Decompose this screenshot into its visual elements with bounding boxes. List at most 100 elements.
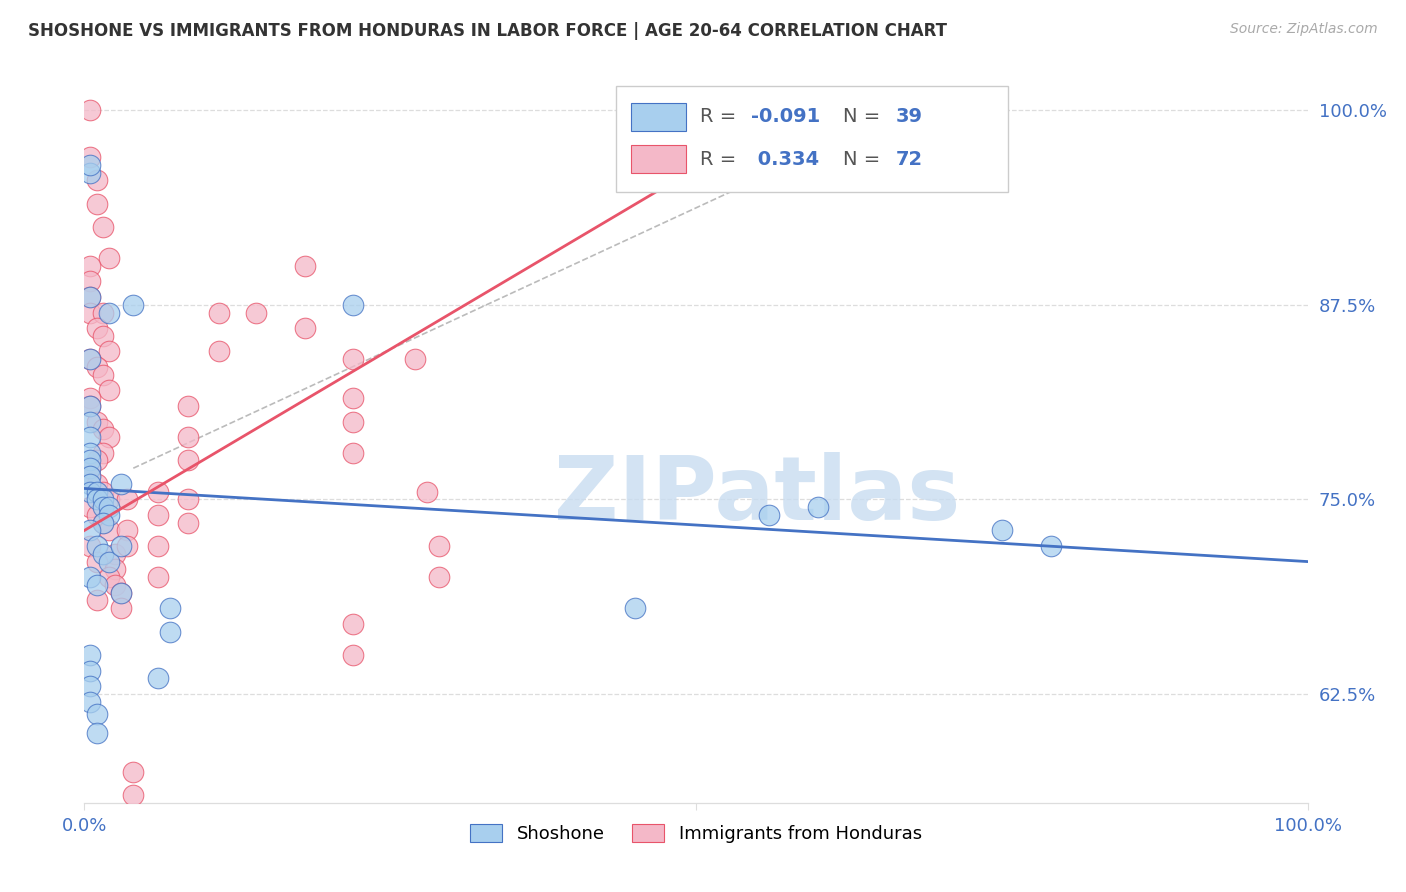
Text: -0.091: -0.091 xyxy=(751,107,820,126)
Point xyxy=(146,570,169,584)
Point xyxy=(342,415,364,429)
Point xyxy=(159,601,181,615)
Point xyxy=(342,298,364,312)
Point xyxy=(427,539,450,553)
Point xyxy=(146,508,169,522)
Point xyxy=(177,430,200,444)
Point xyxy=(342,648,364,662)
Point xyxy=(79,539,101,553)
Point xyxy=(79,415,101,429)
Point xyxy=(79,150,101,164)
Text: Source: ZipAtlas.com: Source: ZipAtlas.com xyxy=(1230,22,1378,37)
Text: 0.334: 0.334 xyxy=(751,150,820,169)
Point xyxy=(79,430,101,444)
Point xyxy=(91,445,114,459)
Point xyxy=(97,344,120,359)
Point xyxy=(115,492,138,507)
Point xyxy=(97,430,120,444)
Point xyxy=(86,725,108,739)
Point xyxy=(115,539,138,553)
Point xyxy=(177,453,200,467)
Point xyxy=(86,539,108,553)
Point xyxy=(97,251,120,265)
Point xyxy=(110,539,132,553)
Text: 72: 72 xyxy=(896,150,922,169)
Point xyxy=(79,570,101,584)
Point xyxy=(79,484,101,499)
Point xyxy=(79,453,101,467)
Point xyxy=(79,469,101,483)
Point xyxy=(79,399,101,413)
Point xyxy=(79,469,101,483)
Point xyxy=(86,415,108,429)
Point xyxy=(79,695,101,709)
Point xyxy=(91,484,114,499)
Point xyxy=(97,384,120,398)
Text: ZIPatlas: ZIPatlas xyxy=(554,452,960,539)
Point xyxy=(79,445,101,459)
Point xyxy=(404,352,426,367)
Point xyxy=(991,524,1014,538)
Point xyxy=(91,305,114,319)
Point xyxy=(146,671,169,685)
FancyBboxPatch shape xyxy=(631,145,686,173)
Point xyxy=(86,173,108,187)
Point xyxy=(86,578,108,592)
Point xyxy=(79,103,101,118)
Point xyxy=(79,476,101,491)
Point xyxy=(1039,539,1062,553)
Text: N =: N = xyxy=(842,107,886,126)
Point xyxy=(79,352,101,367)
Point xyxy=(122,764,145,779)
Point xyxy=(79,165,101,179)
Point xyxy=(79,275,101,289)
Point xyxy=(110,585,132,599)
Point xyxy=(342,352,364,367)
Point xyxy=(427,570,450,584)
Point xyxy=(342,616,364,631)
Point xyxy=(79,461,101,475)
Point xyxy=(208,344,231,359)
Point xyxy=(79,524,101,538)
Point xyxy=(97,492,120,507)
Point xyxy=(159,624,181,639)
Point xyxy=(79,461,101,475)
Point xyxy=(208,305,231,319)
Point xyxy=(115,524,138,538)
Point xyxy=(79,679,101,693)
Point xyxy=(91,516,114,530)
Point xyxy=(177,516,200,530)
Point xyxy=(86,555,108,569)
Point xyxy=(97,305,120,319)
Point xyxy=(104,578,127,592)
Point xyxy=(177,492,200,507)
Point xyxy=(97,508,120,522)
Text: R =: R = xyxy=(700,150,742,169)
Point xyxy=(97,570,120,584)
Point xyxy=(86,321,108,335)
Point xyxy=(79,352,101,367)
Point xyxy=(758,508,780,522)
Point xyxy=(624,601,647,615)
Point xyxy=(79,399,101,413)
Point xyxy=(122,788,145,802)
Point xyxy=(110,585,132,599)
Point xyxy=(79,648,101,662)
Point xyxy=(86,707,108,722)
Point xyxy=(86,484,108,499)
Point xyxy=(91,368,114,382)
Point xyxy=(294,259,316,273)
FancyBboxPatch shape xyxy=(616,86,1008,192)
Point xyxy=(342,445,364,459)
Point xyxy=(91,547,114,561)
Point xyxy=(79,305,101,319)
Point xyxy=(86,196,108,211)
Point xyxy=(91,219,114,234)
Point xyxy=(177,399,200,413)
Point xyxy=(79,500,101,515)
Point xyxy=(110,601,132,615)
Text: R =: R = xyxy=(700,107,742,126)
Point xyxy=(91,492,114,507)
Point xyxy=(146,539,169,553)
Point xyxy=(91,422,114,436)
